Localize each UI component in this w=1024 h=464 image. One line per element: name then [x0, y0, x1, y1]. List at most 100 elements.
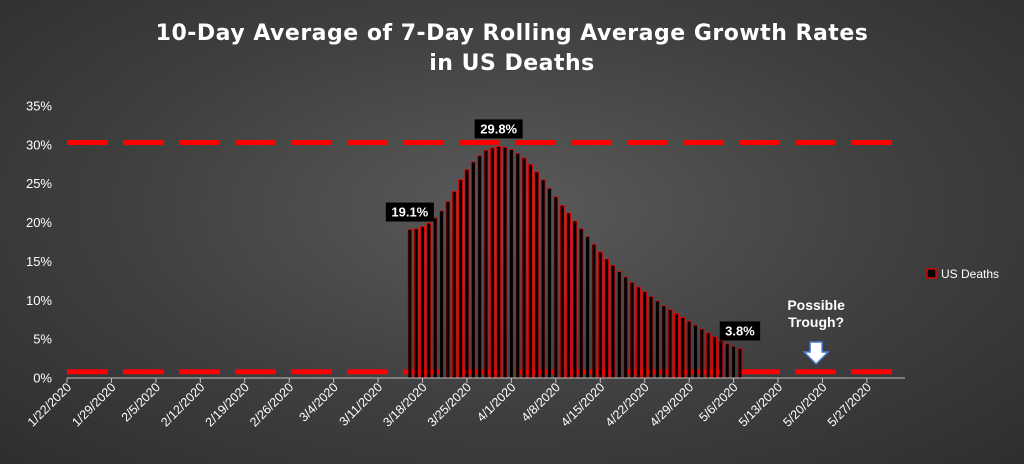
bar [566, 212, 571, 379]
bar [572, 220, 578, 379]
legend: US Deaths [926, 267, 999, 281]
annotation-text: Possible [787, 297, 845, 313]
bar [718, 340, 724, 379]
bar [508, 149, 514, 379]
bar [661, 305, 667, 379]
bar [502, 146, 508, 379]
bar [528, 163, 533, 379]
data-callout: 29.8% [474, 119, 523, 139]
x-tick-label: 3/25/2020 [425, 380, 474, 429]
y-tick-label: 5% [33, 332, 52, 347]
callout-label: 29.8% [480, 121, 517, 136]
arrow-down-icon [802, 341, 830, 366]
bar [420, 226, 425, 379]
bar [432, 217, 438, 379]
bar [724, 343, 730, 379]
bar [635, 286, 641, 379]
y-tick-label: 20% [26, 215, 52, 230]
bar [496, 145, 502, 379]
x-tick-label: 4/1/2020 [474, 380, 518, 424]
bar [553, 196, 559, 379]
y-tick-label: 25% [26, 176, 52, 191]
bar [470, 161, 476, 379]
bar [426, 222, 432, 379]
x-tick-label: 1/22/2020 [25, 380, 74, 429]
x-tick-label: 4/22/2020 [603, 380, 652, 429]
y-axis: 0% 5% 10% 15% 20% 25% 30% 35% [26, 99, 52, 386]
bar [585, 236, 590, 379]
x-tick-label: 5/6/2020 [696, 380, 740, 424]
x-tick-label: 4/15/2020 [558, 380, 607, 429]
bar [616, 271, 622, 379]
bar [407, 229, 413, 379]
legend-label: US Deaths [941, 267, 999, 281]
bar [654, 300, 660, 379]
callout-box [719, 321, 761, 341]
bar [604, 258, 610, 379]
bar [477, 155, 483, 379]
bar [547, 187, 552, 379]
x-tick-label: 4/8/2020 [519, 380, 563, 424]
y-tick-label: 10% [26, 293, 52, 308]
x-tick-label: 2/5/2020 [119, 380, 163, 424]
chart-title-line: in US Deaths [429, 51, 595, 76]
bar [623, 276, 629, 379]
bar [489, 147, 495, 379]
bar [731, 345, 737, 379]
x-tick-label: 3/4/2020 [296, 380, 340, 424]
data-callout: 3.8% [719, 321, 761, 341]
y-tick-label: 0% [33, 371, 52, 386]
chart-title-line: 10-Day Average of 7-Day Rolling Average … [156, 21, 869, 46]
callout-box [385, 202, 434, 222]
bar [674, 313, 679, 379]
bar [521, 157, 527, 379]
bar [629, 281, 635, 379]
x-tick-label: 2/19/2020 [203, 380, 252, 429]
bar [578, 228, 584, 379]
bar [413, 228, 419, 379]
bar [667, 309, 673, 379]
callout-box [474, 119, 523, 139]
bar [464, 169, 470, 379]
y-tick-label: 30% [26, 137, 52, 152]
x-tick-label: 5/13/2020 [736, 380, 785, 429]
bar [712, 336, 717, 379]
bar [680, 316, 686, 379]
bar [642, 291, 648, 379]
bar [597, 251, 603, 379]
callout-label: 19.1% [391, 205, 428, 220]
bar [693, 324, 698, 379]
x-tick-label: 4/29/2020 [647, 380, 696, 429]
callout-label: 3.8% [725, 323, 755, 338]
data-callout: 19.1% [385, 202, 434, 222]
bar [451, 191, 457, 379]
x-tick-label: 5/20/2020 [780, 380, 829, 429]
bar [483, 149, 489, 379]
bar-series [407, 145, 743, 379]
y-tick-label: 15% [26, 254, 52, 269]
y-tick-label: 35% [26, 99, 52, 114]
x-tick-label: 3/11/2020 [337, 380, 386, 429]
bar [559, 205, 565, 379]
bar [540, 179, 546, 379]
bar [610, 264, 616, 379]
annotation-text: Trough? [788, 314, 844, 330]
bar [515, 152, 521, 379]
bar [648, 295, 654, 379]
legend-swatch [926, 268, 937, 279]
bar [686, 320, 692, 379]
x-tick-label: 1/29/2020 [69, 380, 118, 429]
bar [705, 332, 711, 379]
bar [737, 348, 743, 379]
x-tick-label: 2/26/2020 [247, 380, 296, 429]
bar [699, 328, 705, 379]
chart-title: 10-Day Average of 7-Day Rolling Average … [156, 21, 869, 76]
bar [439, 210, 444, 379]
bar [458, 179, 464, 379]
data-callouts: 19.1% 29.8% 3.8% [385, 119, 761, 341]
bar [445, 201, 451, 379]
x-tick-label: 5/27/2020 [825, 380, 874, 429]
